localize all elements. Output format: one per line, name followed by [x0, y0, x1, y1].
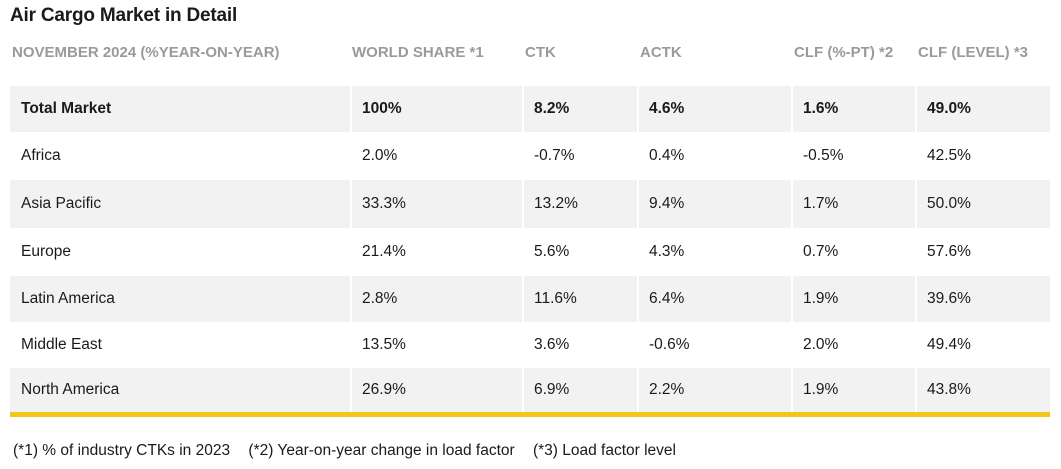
cell-clf-pt: 0.7% [803, 243, 839, 260]
cell-ctk: 6.9% [534, 381, 570, 398]
cell-region: Asia Pacific [21, 195, 102, 212]
cell-region: Africa [21, 147, 61, 164]
footnote-2: (*2) Year-on-year change in load factor [248, 442, 515, 459]
cell-ctk: 8.2% [534, 100, 570, 117]
cell-clf-pt: 1.9% [803, 381, 839, 398]
cell-actk: 6.4% [649, 290, 685, 307]
cell-clf-pt: 2.0% [803, 336, 839, 353]
cell-region: North America [21, 381, 120, 398]
cell-ctk: 3.6% [534, 336, 570, 353]
cell-clf-pt: 1.9% [803, 290, 839, 307]
table-row-north-america: North America 26.9% 6.9% 2.2% 1.9% 43.8% [10, 368, 1050, 412]
cell-clf-level: 49.0% [927, 100, 971, 117]
cell-region: Total Market [21, 100, 112, 117]
cell-clf-level: 49.4% [927, 336, 971, 353]
cell-region: Middle East [21, 336, 102, 353]
cell-actk: 4.6% [649, 100, 685, 117]
footnote-1: (*1) % of industry CTKs in 2023 [13, 442, 231, 459]
table-row-europe: Europe 21.4% 5.6% 4.3% 0.7% 57.6% [10, 228, 1050, 276]
cell-clf-pt: 1.7% [803, 195, 839, 212]
table-row-africa: Africa 2.0% -0.7% 0.4% -0.5% 42.5% [10, 132, 1050, 180]
cell-world-share: 2.8% [362, 290, 398, 307]
cell-clf-pt: -0.5% [803, 147, 844, 164]
cell-world-share: 13.5% [362, 336, 406, 353]
table-row-asia-pacific: Asia Pacific 33.3% 13.2% 9.4% 1.7% 50.0% [10, 180, 1050, 228]
column-header-ctk: CTK [525, 44, 556, 61]
cell-ctk: 13.2% [534, 195, 578, 212]
cell-actk: 2.2% [649, 381, 685, 398]
table-row-total-market: Total Market 100% 8.2% 4.6% 1.6% 49.0% [10, 86, 1050, 132]
table-header: NOVEMBER 2024 (%YEAR-ON-YEAR) WORLD SHAR… [10, 44, 1050, 70]
cell-clf-level: 43.8% [927, 381, 971, 398]
column-header-world-share: WORLD SHARE *1 [352, 44, 484, 61]
footnote-3: (*3) Load factor level [532, 442, 676, 459]
cell-actk: 0.4% [649, 147, 685, 164]
cell-world-share: 33.3% [362, 195, 406, 212]
cell-region: Latin America [21, 290, 115, 307]
cell-world-share: 2.0% [362, 147, 398, 164]
cell-actk: 9.4% [649, 195, 685, 212]
column-header-clf-pt: CLF (%-PT) *2 [794, 44, 894, 61]
cell-world-share: 21.4% [362, 243, 406, 260]
column-header-clf-level: CLF (LEVEL) *3 [918, 44, 1029, 61]
cell-world-share: 26.9% [362, 381, 406, 398]
footnotes: (*1) % of industry CTKs in 2023 (*2) Yea… [13, 442, 690, 460]
cell-region: Europe [21, 243, 71, 260]
column-header-period: NOVEMBER 2024 (%YEAR-ON-YEAR) [12, 44, 280, 61]
cell-clf-pt: 1.6% [803, 100, 839, 117]
cell-clf-level: 42.5% [927, 147, 971, 164]
cell-clf-level: 57.6% [927, 243, 971, 260]
cell-world-share: 100% [362, 100, 402, 117]
table-title: Air Cargo Market in Detail [10, 5, 238, 26]
cell-clf-level: 50.0% [927, 195, 971, 212]
table-row-latin-america: Latin America 2.8% 11.6% 6.4% 1.9% 39.6% [10, 276, 1050, 322]
cell-actk: -0.6% [649, 336, 690, 353]
table-bottom-accent-bar [10, 412, 1050, 417]
column-header-actk: ACTK [640, 44, 682, 61]
cell-ctk: 11.6% [534, 290, 577, 307]
cell-ctk: 5.6% [534, 243, 570, 260]
table-row-middle-east: Middle East 13.5% 3.6% -0.6% 2.0% 49.4% [10, 322, 1050, 368]
cell-ctk: -0.7% [534, 147, 575, 164]
cell-actk: 4.3% [649, 243, 685, 260]
air-cargo-table: Total Market 100% 8.2% 4.6% 1.6% 49.0% A… [10, 86, 1050, 412]
cell-clf-level: 39.6% [927, 290, 971, 307]
